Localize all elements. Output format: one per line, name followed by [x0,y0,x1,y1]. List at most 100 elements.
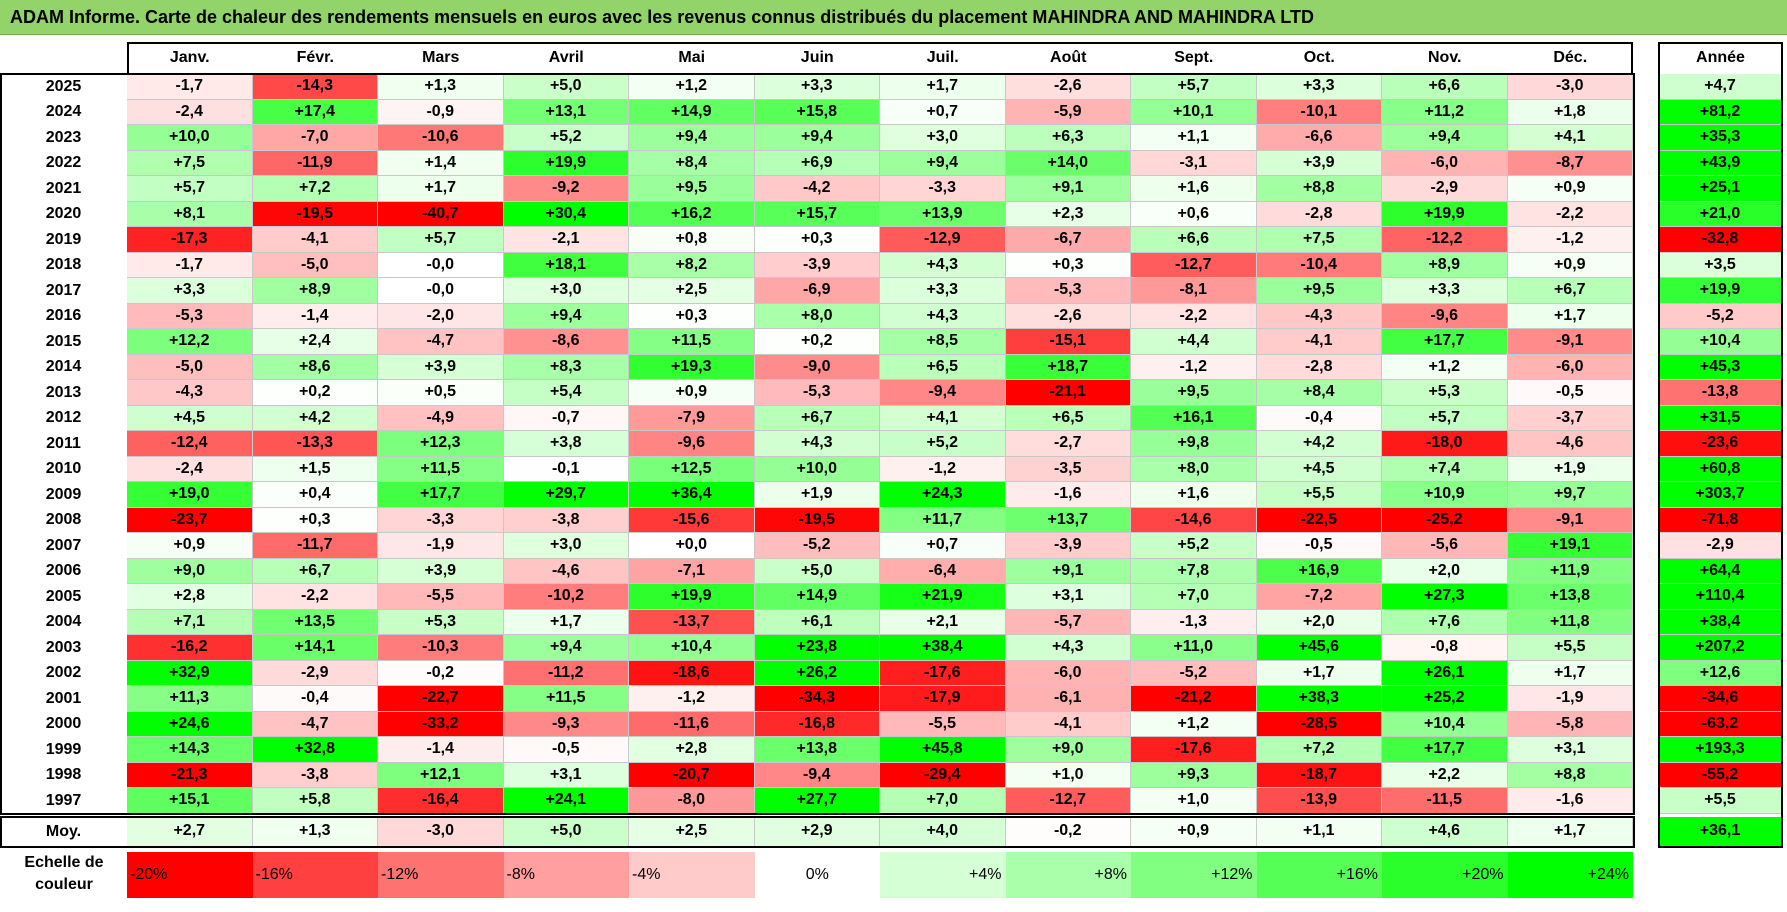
title-bar: ADAM Informe. Carte de chaleur des rende… [0,0,1787,35]
heatmap-cell: -7,0 [252,125,378,151]
color-scale-step: +8% [1005,852,1131,898]
year-label: 2001 [45,689,82,707]
heatmap-cell: +0,9 [1507,252,1633,278]
heatmap-cell: +4,2 [1256,431,1382,457]
heatmap-cell: +11,5 [378,456,504,482]
heatmap-cell: -11,5 [1382,788,1508,814]
average-label: Moy. [45,822,82,840]
heatmap-cell: -12,7 [1131,252,1257,278]
heatmap-cell: -0,5 [503,737,629,763]
heatmap-cell: +0,4 [252,482,378,508]
heatmap-cell: -1,4 [252,303,378,329]
annual-cell: +10,4 [1659,329,1782,355]
heatmap-cell: +29,7 [503,482,629,508]
heatmap-cell: +5,7 [378,227,504,253]
heatmap-cell: +16,1 [1131,405,1257,431]
heatmap-cell: +2,1 [880,609,1006,635]
heatmap-cell: +5,3 [1382,380,1508,406]
heatmap-cell: +38,3 [1256,686,1382,712]
heatmap-cell: +5,3 [378,609,504,635]
heatmap-cell: +6,3 [1005,125,1131,151]
heatmap-cell: -12,9 [880,227,1006,253]
heatmap-cell: +45,8 [880,737,1006,763]
heatmap-cell: -1,2 [1507,227,1633,253]
heatmap-cell: +14,0 [1005,150,1131,176]
year-label: 1998 [45,766,82,784]
heatmap-cell: -3,1 [1131,150,1257,176]
heatmap-cell: +24,6 [127,711,253,737]
annual-header: Année [1696,49,1745,66]
heatmap-cell: +6,5 [880,354,1006,380]
heatmap-cell: -22,5 [1256,507,1382,533]
heatmap-cell: +4,5 [127,405,253,431]
average-cell: +4,0 [880,816,1006,847]
color-scale-label: Echelle de couleur [24,854,104,893]
heatmap-cell: -19,5 [754,507,880,533]
year-label: 2023 [45,128,82,146]
average-annual-cell: +36,1 [1659,816,1782,847]
heatmap-cell: -9,1 [1507,507,1633,533]
heatmap-cell: -12,2 [1382,227,1508,253]
heatmap-cell: -4,7 [252,711,378,737]
heatmap-cell: +0,0 [629,533,755,559]
heatmap-cell: +7,2 [252,176,378,202]
heatmap-cell: +0,3 [629,303,755,329]
heatmap-cell: +3,9 [378,558,504,584]
heatmap-cell: +9,8 [1131,431,1257,457]
heatmap-cell: -1,6 [1507,788,1633,814]
color-scale-step: +12% [1131,852,1257,898]
annual-cell: +38,4 [1659,609,1782,635]
annual-cell: -23,6 [1659,431,1782,457]
heatmap-cell: +14,3 [127,737,253,763]
annual-cell: +31,5 [1659,405,1782,431]
heatmap-cell: +12,1 [378,762,504,788]
heatmap-cell: -2,4 [127,99,253,125]
heatmap-cell: +0,3 [754,227,880,253]
heatmap-cell: +11,2 [1382,99,1508,125]
heatmap-cell: -25,2 [1382,507,1508,533]
heatmap-cell: +1,6 [1131,482,1257,508]
annual-cell: -34,6 [1659,686,1782,712]
heatmap-cell: +2,4 [252,329,378,355]
heatmap-cell: -12,4 [127,431,253,457]
heatmap-cell: -14,6 [1131,507,1257,533]
annual-cell: -13,8 [1659,380,1782,406]
heatmap-cell: +11,5 [503,686,629,712]
annual-cell: +303,7 [1659,482,1782,508]
heatmap-cell: -16,2 [127,635,253,661]
year-label: 1999 [45,740,82,758]
heatmap-cell: -3,9 [754,252,880,278]
year-label: 2008 [45,511,82,529]
annual-cell: -2,9 [1659,533,1782,559]
column-header: Déc. [1553,49,1588,66]
year-label: 2011 [46,434,81,452]
heatmap-cell: +7,6 [1382,609,1508,635]
heatmap-cell: +1,7 [378,176,504,202]
heatmap-cell: -19,5 [252,201,378,227]
annual-cell: +35,3 [1659,125,1782,151]
heatmap-cell: -8,6 [503,329,629,355]
heatmap-cell: -1,7 [127,252,253,278]
heatmap-cell: +12,3 [378,431,504,457]
heatmap-cell: +23,8 [754,635,880,661]
heatmap-cell: +17,7 [378,482,504,508]
heatmap-cell: +7,5 [127,150,253,176]
heatmap-cell: +13,9 [880,201,1006,227]
heatmap-cell: -8,1 [1131,278,1257,304]
chart-title: ADAM Informe. Carte de chaleur des rende… [10,7,1314,27]
heatmap-cell: +4,1 [1507,125,1633,151]
annual-cell: -32,8 [1659,227,1782,253]
heatmap-cell: +9,4 [754,125,880,151]
column-header: Janv. [169,49,210,66]
annual-cell: +207,2 [1659,635,1782,661]
color-scale-step: +4% [880,852,1006,898]
heatmap-cell: +30,4 [503,201,629,227]
heatmap-cell: +11,9 [1507,558,1633,584]
heatmap-cell: +1,0 [1131,788,1257,814]
annual-cell: +110,4 [1659,584,1782,610]
heatmap-cell: -3,3 [378,507,504,533]
heatmap-cell: +0,2 [252,380,378,406]
heatmap-cell: +19,1 [1507,533,1633,559]
heatmap-cell: +0,5 [378,380,504,406]
